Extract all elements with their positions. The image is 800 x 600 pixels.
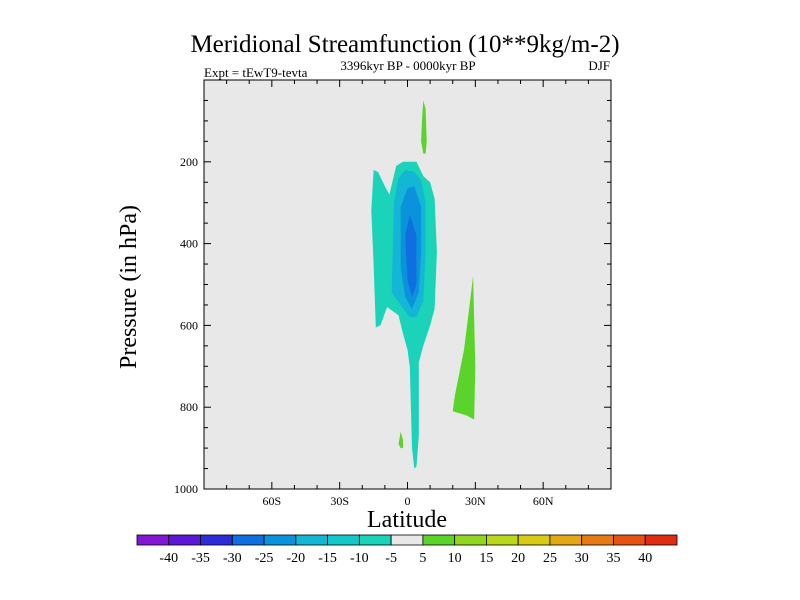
colorbar-swatch	[200, 534, 233, 546]
y-tick-label: 200	[180, 155, 198, 169]
colorbar-label: 40	[638, 551, 652, 566]
colorbar-swatch	[644, 534, 678, 546]
colorbar-label: -40	[159, 551, 178, 566]
y-tick-label: 1000	[174, 482, 198, 496]
colorbar-swatch	[486, 534, 519, 546]
colorbar-label: 25	[543, 551, 557, 566]
contour-region-neg-20-to-25	[405, 215, 417, 297]
colorbar-label: 15	[479, 551, 493, 566]
x-tick-label: 0	[405, 494, 411, 508]
colorbar-label: 5	[419, 551, 426, 566]
colorbar-swatch	[422, 534, 456, 546]
y-tick-label: 800	[180, 400, 198, 414]
axis-ticks: 60S 30S 0 30N 60N 200 400 600 800 1000	[174, 80, 611, 508]
colorbar-swatch	[517, 534, 551, 546]
right-subtitle: DJF	[588, 58, 610, 73]
colorbar-swatch	[168, 534, 201, 546]
colorbar-swatch	[263, 534, 297, 546]
colorbar-swatch	[454, 534, 487, 546]
colorbar-swatch	[613, 534, 646, 546]
colorbar-label: 35	[606, 551, 620, 566]
colorbar-swatch	[549, 534, 583, 546]
x-tick-label: 30S	[330, 494, 349, 508]
left-subtitle: Expt = tEwT9-tevta	[204, 65, 308, 80]
colorbar-label: 10	[448, 551, 462, 566]
colorbar-label: -20	[286, 551, 305, 566]
y-tick-label: 400	[180, 237, 198, 251]
colorbar-label: -10	[350, 551, 369, 566]
colorbar-label: -35	[191, 551, 210, 566]
y-axis-label: Pressure (in hPa)	[116, 205, 142, 369]
colorbar: -40 -35 -30 -25 -20 -15 -10 -5 5 10 15 20 25 30 35 40	[136, 534, 678, 566]
colorbar-label: 30	[575, 551, 589, 566]
contour-region-pos-5-to-10-mid	[452, 276, 476, 420]
contour-region-pos-5-to-10-south	[398, 431, 403, 449]
colorbar-swatch	[390, 534, 424, 546]
x-tick-label: 60S	[262, 494, 281, 508]
colorbar-swatch	[295, 534, 328, 546]
colorbar-label: -5	[385, 551, 397, 566]
contour-regions	[371, 100, 476, 469]
contour-region-pos-5-to-10-north	[421, 100, 427, 154]
y-tick-label: 600	[180, 318, 198, 332]
x-axis-label: Latitude	[367, 507, 447, 533]
colorbar-swatch	[581, 534, 614, 546]
x-tick-label: 60N	[533, 494, 554, 508]
colorbar-swatch	[358, 534, 392, 546]
colorbar-label: -30	[223, 551, 242, 566]
colorbar-label: 20	[511, 551, 525, 566]
center-subtitle: 3396kyr BP - 0000kyr BP	[340, 58, 475, 73]
colorbar-swatch	[231, 534, 265, 546]
colorbar-swatch	[136, 534, 170, 546]
x-tick-label: 30N	[465, 494, 486, 508]
chart-title: Meridional Streamfunction (10**9kg/m-2)	[190, 31, 619, 58]
colorbar-label: -25	[255, 551, 274, 566]
colorbar-label: -15	[318, 551, 337, 566]
colorbar-swatch	[327, 534, 360, 546]
